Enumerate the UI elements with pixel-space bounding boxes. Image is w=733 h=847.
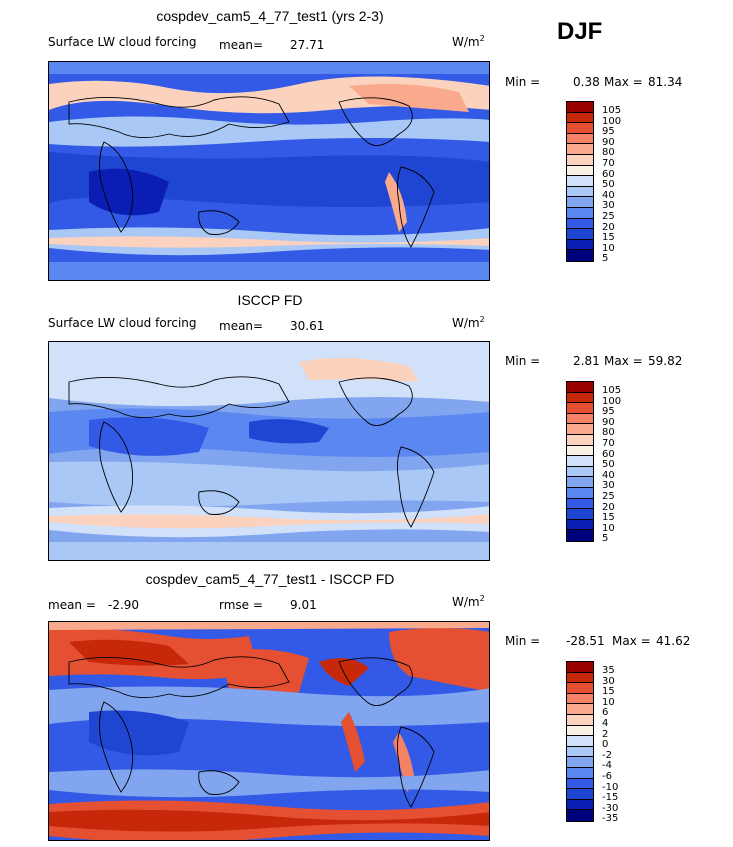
colorbar-tick-label: -10 (602, 781, 619, 793)
colorbar-tick-label: 4 (602, 718, 609, 729)
season-label: DJF (557, 18, 603, 45)
panel2-min-value: 2.81 (573, 354, 600, 368)
colorbar-tick-label: 40 (602, 469, 615, 481)
colorbar-tick-label: 10 (602, 696, 615, 708)
colorbar-tick-label: 25 (602, 491, 615, 502)
colorbar-tick-label: -30 (602, 802, 619, 814)
colorbar-tick-label: -2 (602, 749, 612, 761)
colorbar-tick-label: 5 (602, 533, 609, 545)
panel3-min-value: -28.51 (566, 634, 605, 648)
colorbar-tick-label: 80 (602, 427, 615, 439)
panel1-mean-value: 27.71 (290, 38, 325, 52)
colorbar-tick-label: 95 (602, 126, 615, 138)
panel2-units: W/m2 (452, 315, 485, 330)
panel1-units: W/m2 (452, 34, 485, 49)
panel2-colorbar (566, 381, 594, 542)
colorbar-tick-label: 20 (602, 501, 615, 513)
colorbar-tick-label: 15 (602, 232, 615, 244)
panel2-variable: Surface LW cloud forcing (48, 316, 197, 330)
panel1-min-label: Min = (505, 75, 541, 89)
panel2-title: ISCCP FD (237, 292, 303, 308)
panel2-map (48, 341, 490, 561)
colorbar-tick-label: 60 (602, 448, 615, 460)
panel3-units: W/m2 (452, 594, 485, 609)
colorbar-tick-label: 5 (602, 253, 609, 265)
panel1-max-value: 81.34 (648, 75, 683, 89)
panel2-mean-label: mean= (219, 319, 264, 333)
panel1-map (48, 61, 490, 281)
colorbar-tick-label: 90 (602, 416, 615, 428)
panel1-colorbar (566, 101, 594, 262)
colorbar-tick-label: 50 (602, 179, 615, 191)
colorbar-tick-label: -4 (602, 760, 612, 772)
panel2-max-label: Max = (604, 354, 643, 368)
panel3-max-label: Max = (612, 634, 651, 648)
panel2-mean-value: 30.61 (290, 319, 325, 333)
colorbar-tick-label: 25 (602, 211, 615, 222)
colorbar-tick-label: 30 (602, 200, 615, 212)
colorbar-tick-label: 100 (602, 395, 622, 407)
panel3-min-label: Min = (505, 634, 541, 648)
panel3-colorbar (566, 661, 594, 822)
colorbar-tick-label: 10 (602, 522, 615, 534)
colorbar-tick-label: 70 (602, 158, 615, 169)
colorbar-tick-label: 15 (602, 686, 615, 698)
panel3-mean-value: -2.90 (108, 598, 140, 612)
colorbar-tick-label: -6 (602, 771, 612, 782)
colorbar-tick-label: 20 (602, 221, 615, 233)
colorbar-tick-label: 30 (602, 480, 615, 492)
colorbar-tick-label: 100 (602, 115, 622, 127)
colorbar-tick-label: 10 (602, 242, 615, 254)
colorbar-tick-label: 35 (602, 665, 615, 676)
colorbar-tick-label: 50 (602, 459, 615, 471)
panel2-max-value: 59.82 (648, 354, 683, 368)
colorbar-tick-label: 0 (602, 739, 609, 751)
colorbar-tick-label: 40 (602, 189, 615, 201)
colorbar-tick-label: 6 (602, 707, 609, 719)
panel3-max-value: 41.62 (656, 634, 691, 648)
colorbar-tick-label: 30 (602, 675, 615, 687)
colorbar-tick-label: 70 (602, 438, 615, 449)
colorbar-tick-label: 60 (602, 168, 615, 180)
panel3-map (48, 621, 490, 841)
colorbar-tick-label: 90 (602, 136, 615, 148)
colorbar-tick-label: -35 (602, 813, 619, 825)
panel1-min-value: 0.38 (573, 75, 600, 89)
colorbar-tick-label: 95 (602, 406, 615, 418)
panel1-max-label: Max = (604, 75, 643, 89)
panel2-min-label: Min = (505, 354, 541, 368)
colorbar-tick-label: 15 (602, 512, 615, 524)
colorbar-tick-label: 105 (602, 385, 622, 396)
panel1-title: cospdev_cam5_4_77_test1 (yrs 2-3) (156, 8, 384, 24)
panel1-variable: Surface LW cloud forcing (48, 35, 197, 49)
panel3-rmse-value: 9.01 (290, 598, 317, 612)
colorbar-tick-label: 105 (602, 105, 622, 116)
colorbar-tick-label: 2 (602, 728, 609, 740)
panel3-rmse-label: rmse = (219, 598, 263, 612)
panel1-mean-label: mean= (219, 38, 264, 52)
panel3-title: cospdev_cam5_4_77_test1 - ISCCP FD (145, 571, 395, 587)
panel3-mean-label: mean = (48, 598, 96, 612)
colorbar-tick-label: -15 (602, 792, 619, 804)
colorbar-tick-label: 80 (602, 147, 615, 159)
